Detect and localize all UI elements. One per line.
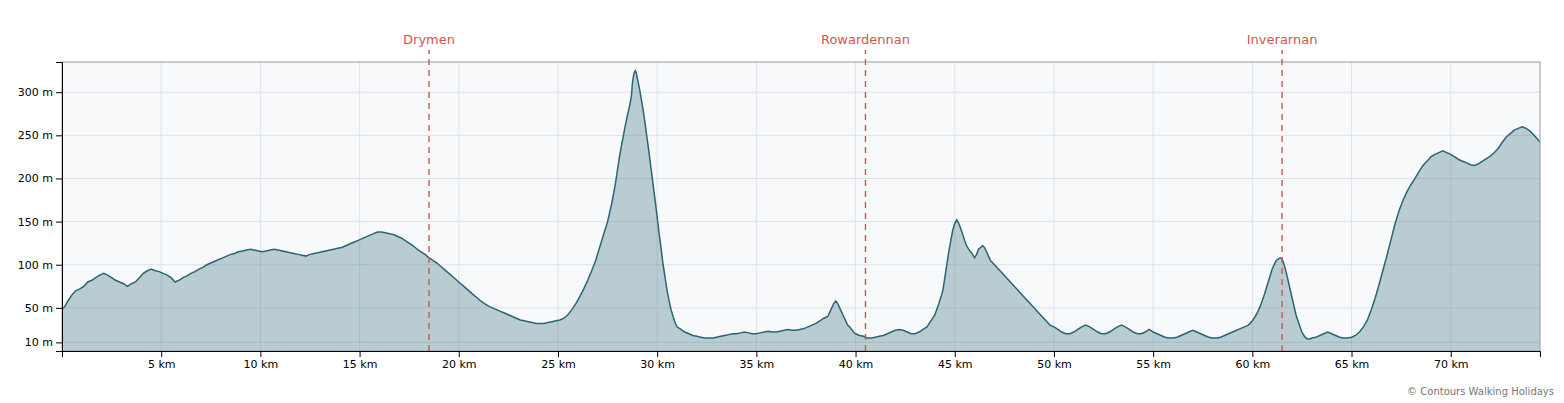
grid-line-x xyxy=(1053,62,1054,351)
x-tick: 5 km xyxy=(148,351,176,371)
x-tick-label: 50 km xyxy=(1037,358,1072,371)
y-tick: 50 m xyxy=(25,302,62,315)
x-tick: 45 km xyxy=(938,351,973,371)
x-tick-mark xyxy=(360,351,361,357)
y-tick: 150 m xyxy=(18,216,62,229)
x-tick: 40 km xyxy=(839,351,874,371)
plot: 5 km 10 km 15 km 20 km 25 km 30 km 35 km 40 km 4… xyxy=(18,62,1541,371)
y-tick-mark xyxy=(56,265,62,266)
landmark-line xyxy=(865,50,866,351)
y-tick: 100 m xyxy=(18,259,62,272)
grid xyxy=(62,62,1540,351)
grid-line-x xyxy=(1252,62,1253,351)
x-tick: 15 km xyxy=(343,351,378,371)
x-tick-label: 15 km xyxy=(343,358,378,371)
x-tick-label: 10 km xyxy=(244,358,279,371)
grid-line-x xyxy=(1351,62,1352,351)
annotations: Drymen Rowardennan Inverarnan © Contours Wa… xyxy=(403,32,1554,397)
landmark-line xyxy=(428,50,429,351)
chart: 5 km 10 km 15 km 20 km 25 km 30 km 35 km 40 km 4… xyxy=(0,0,1564,403)
x-tick-label: 25 km xyxy=(541,358,576,371)
grid-line-x xyxy=(756,62,757,351)
y-tick-mark xyxy=(56,308,62,309)
y-tick-mark xyxy=(56,135,62,136)
plot-background xyxy=(62,62,1540,351)
x-tick: 70 km xyxy=(1434,351,1469,371)
x-tick-label: 65 km xyxy=(1335,358,1370,371)
footnote: © Contours Walking Holidays xyxy=(1407,386,1554,397)
x-tick: 65 km xyxy=(1335,351,1370,371)
x-tick-label: 20 km xyxy=(442,358,477,371)
x-tick-label: 35 km xyxy=(740,358,775,371)
y-tick: 300 m xyxy=(18,86,62,99)
x-tick-mark xyxy=(1054,351,1055,357)
x-tick-mark xyxy=(856,351,857,357)
x-tick-label: 60 km xyxy=(1236,358,1271,371)
landmark-label: Inverarnan xyxy=(1247,32,1318,47)
x-tick: 10 km xyxy=(244,351,279,371)
grid-line-y xyxy=(62,135,1540,136)
y-tick-mark xyxy=(56,178,62,179)
x-tick: 35 km xyxy=(740,351,775,371)
x-tick-label: 70 km xyxy=(1434,358,1469,371)
x-tick-mark xyxy=(955,351,956,357)
x-tick-mark xyxy=(657,351,658,357)
grid-line-y xyxy=(62,92,1540,93)
x-tick: 20 km xyxy=(442,351,477,371)
y-tick-label: 250 m xyxy=(18,129,53,142)
x-tick-mark xyxy=(1153,351,1154,357)
x-tick-label: 40 km xyxy=(839,358,874,371)
data xyxy=(62,71,1540,351)
grid-line-x xyxy=(557,62,558,351)
y-tick-mark xyxy=(56,222,62,223)
y-tick-label: 200 m xyxy=(18,172,53,185)
y-axis-line xyxy=(56,63,63,352)
y-tick-mark xyxy=(56,92,62,93)
x-tick: 55 km xyxy=(1136,351,1171,371)
x-tick-label: 45 km xyxy=(938,358,973,371)
x-axis-line xyxy=(63,352,1541,358)
x-tick-mark xyxy=(1451,351,1452,357)
x-tick-label: 5 km xyxy=(148,358,176,371)
x-tick: 25 km xyxy=(541,351,576,371)
x-tick: 60 km xyxy=(1236,351,1271,371)
y-tick: 10 m xyxy=(25,336,62,349)
grid-line-y xyxy=(62,221,1540,222)
landmark-label: Rowardennan xyxy=(821,32,910,47)
elevation-area xyxy=(62,71,1540,351)
y-tick-label: 50 m xyxy=(25,302,53,315)
x-tick-mark xyxy=(558,351,559,357)
y-tick-label: 300 m xyxy=(18,86,53,99)
landmark-label: Drymen xyxy=(403,32,455,47)
x-tick-mark xyxy=(1252,351,1253,357)
landmark-line xyxy=(1281,50,1282,351)
x-tick-mark xyxy=(459,351,460,357)
y-tick: 250 m xyxy=(18,129,62,142)
y-tick-label: 150 m xyxy=(18,216,53,229)
elevation-line xyxy=(62,71,1540,339)
x-tick-mark xyxy=(1352,351,1353,357)
grid-line-x xyxy=(855,62,856,351)
grid-line-x xyxy=(1153,62,1154,351)
x-tick-label: 55 km xyxy=(1136,358,1171,371)
x-tick: 50 km xyxy=(1037,351,1072,371)
x-tick-mark xyxy=(161,351,162,357)
y-tick-mark xyxy=(56,342,62,343)
grid-line-y xyxy=(62,178,1540,179)
y-tick-label: 100 m xyxy=(18,259,53,272)
plot-frame xyxy=(62,62,1540,351)
x-tick: 30 km xyxy=(640,351,675,371)
x-tick-mark xyxy=(260,351,261,357)
x-tick-label: 30 km xyxy=(640,358,675,371)
x-axis: 5 km 10 km 15 km 20 km 25 km 30 km 35 km 40 km 4… xyxy=(63,351,1541,371)
y-tick: 200 m xyxy=(18,172,62,185)
y-tick-label: 10 m xyxy=(25,336,53,349)
y-axis: 10 m 50 m 100 m 150 m 200 m 250 m 300 m xyxy=(18,63,63,352)
x-tick-mark xyxy=(756,351,757,357)
